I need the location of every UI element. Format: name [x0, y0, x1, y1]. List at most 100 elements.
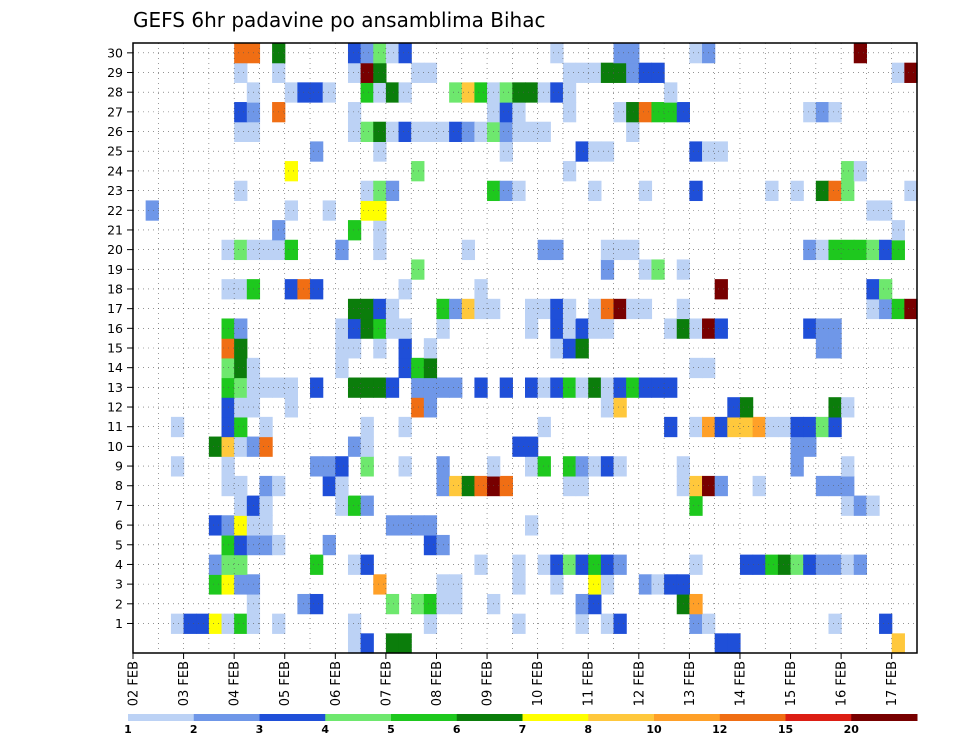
- heatmap-cell: [815, 239, 830, 261]
- heatmap-cell: [664, 318, 678, 339]
- heatmap-cell: [423, 397, 438, 418]
- heatmap-cell: [689, 495, 703, 516]
- heatmap-cell: [474, 279, 488, 300]
- heatmap-cell: [347, 554, 362, 575]
- heatmap-cell: [689, 43, 703, 64]
- heatmap-cell: [525, 515, 539, 536]
- heatmap-cell: [891, 62, 905, 83]
- heatmap-cell: [449, 377, 463, 398]
- heatmap-cell: [853, 239, 868, 261]
- heatmap-cell: [550, 554, 564, 575]
- heatmap-cells: [145, 43, 918, 654]
- y-tick-label: 7: [115, 498, 123, 513]
- heatmap-cell: [689, 593, 703, 615]
- heatmap-cell: [575, 475, 589, 497]
- legend-swatch: [259, 714, 326, 721]
- y-tick-label: 21: [107, 222, 123, 237]
- y-tick-label: 18: [107, 281, 123, 296]
- heatmap-cell: [537, 377, 551, 398]
- heatmap-cell: [208, 574, 223, 595]
- heatmap-cell: [575, 593, 589, 615]
- heatmap-cell: [803, 102, 817, 123]
- heatmap-cell: [373, 338, 387, 359]
- y-tick-label: 28: [107, 85, 123, 100]
- heatmap-cell: [588, 141, 602, 162]
- y-tick-label: 19: [107, 262, 123, 277]
- y-tick-label: 1: [115, 616, 123, 631]
- heatmap-cell: [879, 298, 893, 320]
- heatmap-cell: [284, 161, 298, 182]
- heatmap-cell: [360, 200, 374, 221]
- heatmap-cell: [626, 43, 640, 64]
- heatmap-cell: [436, 456, 450, 477]
- heatmap-cell: [562, 377, 577, 398]
- legend-swatch: [325, 714, 392, 721]
- heatmap-cell: [575, 554, 589, 575]
- heatmap-cell: [234, 554, 248, 575]
- heatmap-cell: [373, 180, 387, 202]
- heatmap-cell: [588, 298, 602, 320]
- heatmap-cell: [904, 62, 918, 83]
- heatmap-cell: [562, 554, 577, 575]
- legend-swatch: [654, 714, 721, 721]
- heatmap-cell: [499, 102, 513, 123]
- heatmap-cell: [613, 377, 627, 398]
- heatmap-cell: [841, 456, 855, 477]
- legend-label: 5: [387, 723, 395, 736]
- x-tick-label: 04 FEB: [228, 661, 243, 706]
- heatmap-cell: [322, 82, 336, 103]
- heatmap-cell: [752, 554, 766, 575]
- heatmap-cell: [272, 62, 286, 83]
- heatmap-cell: [310, 593, 324, 615]
- heatmap-cell: [196, 613, 210, 634]
- heatmap-cell: [739, 397, 754, 418]
- heatmap-cell: [234, 436, 248, 457]
- heatmap-cell: [841, 161, 855, 182]
- heatmap-cell: [398, 121, 412, 142]
- heatmap-cell: [335, 239, 349, 261]
- heatmap-cell: [562, 102, 577, 123]
- heatmap-cell: [790, 436, 804, 457]
- heatmap-cell: [600, 456, 615, 477]
- heatmap-cell: [411, 121, 425, 142]
- legend-label: 1: [124, 723, 132, 736]
- heatmap-cell: [221, 279, 235, 300]
- heatmap-cell: [904, 298, 918, 320]
- heatmap-cell: [790, 456, 804, 477]
- heatmap-cell: [423, 515, 438, 536]
- heatmap-cell: [714, 279, 728, 300]
- heatmap-cell: [562, 456, 577, 477]
- heatmap-cell: [272, 534, 286, 556]
- heatmap-cell: [550, 298, 564, 320]
- heatmap-cell: [411, 62, 425, 83]
- heatmap-cell: [221, 613, 235, 634]
- legend-label: 4: [321, 723, 329, 736]
- heatmap-cell: [702, 613, 716, 634]
- heatmap-cell: [600, 239, 615, 261]
- heatmap-cell: [310, 554, 324, 575]
- heatmap-cell: [234, 377, 248, 398]
- heatmap-cell: [474, 377, 488, 398]
- heatmap-cell: [487, 298, 501, 320]
- heatmap-cell: [360, 633, 374, 654]
- x-tick-label: 02 FEB: [127, 661, 142, 706]
- x-tick-label: 16 FEB: [835, 661, 850, 706]
- heatmap-cell: [284, 82, 298, 103]
- heatmap-cell: [626, 377, 640, 398]
- heatmap-cell: [626, 121, 640, 142]
- heatmap-cell: [335, 357, 349, 379]
- heatmap-cell: [765, 180, 779, 202]
- heatmap-cell: [474, 298, 488, 320]
- heatmap-cell: [815, 102, 830, 123]
- y-tick-label: 9: [115, 459, 123, 474]
- heatmap-cell: [360, 121, 374, 142]
- heatmap-cell: [347, 43, 362, 64]
- heatmap-cell: [613, 397, 627, 418]
- heatmap-cell: [689, 416, 703, 438]
- heatmap-cell: [347, 62, 362, 83]
- heatmap-cell: [246, 534, 261, 556]
- heatmap-cell: [170, 613, 185, 634]
- heatmap-cell: [373, 377, 387, 398]
- heatmap-cell: [714, 475, 728, 497]
- heatmap-cell: [575, 62, 589, 83]
